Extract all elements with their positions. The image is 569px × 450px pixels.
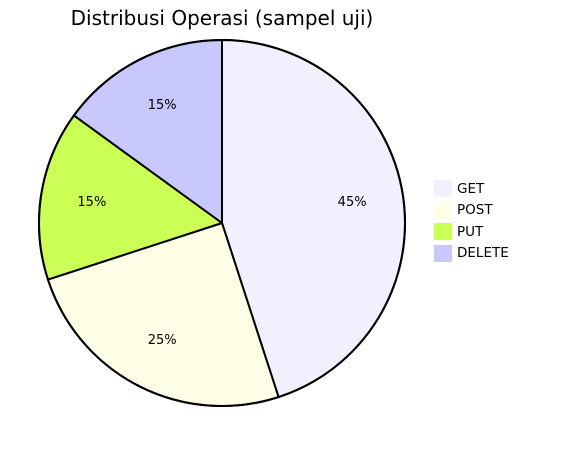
slice-label-put: 15% (77, 195, 106, 210)
legend-swatch (434, 244, 452, 262)
slice-label-post: 25% (148, 333, 177, 348)
slice-label-delete: 15% (148, 98, 177, 113)
legend-swatch (434, 201, 452, 219)
legend-label: DELETE (457, 245, 509, 262)
legend-swatch (434, 223, 452, 241)
legend-label: PUT (457, 223, 484, 240)
pie-outline (38, 39, 406, 407)
legend: GET POST PUT DELETE (434, 178, 509, 264)
pie-slices (38, 39, 406, 407)
legend-label: GET (457, 180, 485, 197)
legend-item-get: GET (434, 178, 509, 200)
legend-item-delete: DELETE (434, 243, 509, 265)
chart-title: Distribusi Operasi (sampel uji) (70, 6, 374, 30)
pie-slice-labels: 45% 25% 15% 15% (77, 98, 366, 348)
legend-swatch (434, 180, 452, 198)
legend-label: POST (457, 202, 493, 219)
legend-item-put: PUT (434, 221, 509, 243)
slice-label-get: 45% (338, 195, 367, 210)
legend-item-post: POST (434, 200, 509, 222)
